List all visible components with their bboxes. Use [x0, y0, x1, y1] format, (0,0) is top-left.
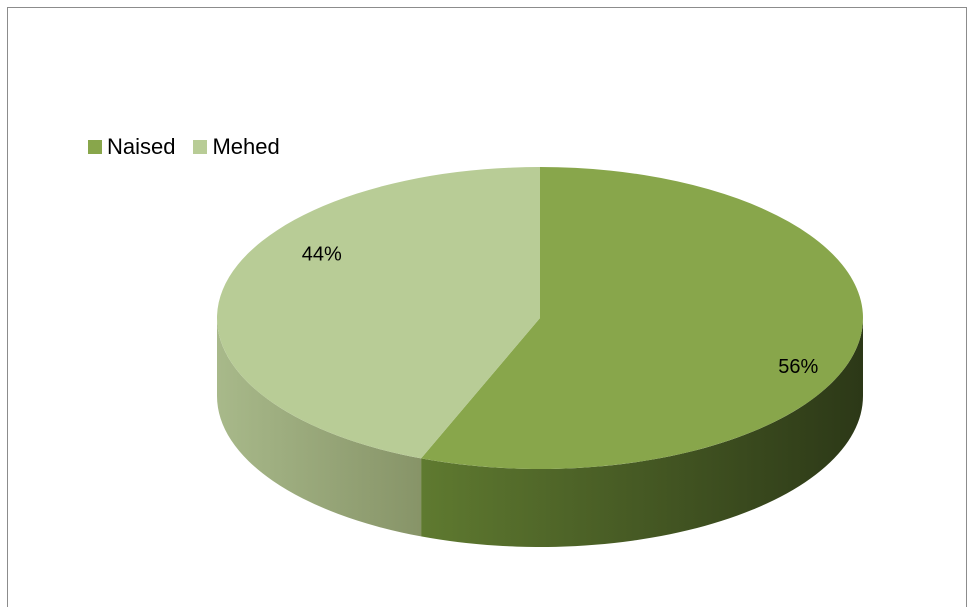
pie-slice-naised	[421, 167, 863, 469]
pie-labels: 56% 44%	[302, 243, 819, 378]
legend-item-naised: Naised	[88, 134, 175, 160]
pie-side-mehed	[217, 318, 422, 537]
data-label-naised: 56%	[778, 356, 818, 378]
legend-swatch-naised	[88, 140, 102, 154]
pie-tops	[216, 167, 863, 469]
chart-legend: Naised Mehed	[88, 134, 298, 160]
pie-sides	[217, 318, 863, 547]
legend-label-naised: Naised	[107, 134, 176, 159]
pie-side-naised	[421, 318, 863, 547]
legend-swatch-mehed	[193, 140, 208, 154]
legend-label-mehed: Mehed	[212, 134, 280, 159]
legend-item-mehed: Mehed	[193, 134, 280, 160]
data-label-mehed: 44%	[302, 243, 342, 265]
pie-slice-mehed	[216, 167, 540, 459]
